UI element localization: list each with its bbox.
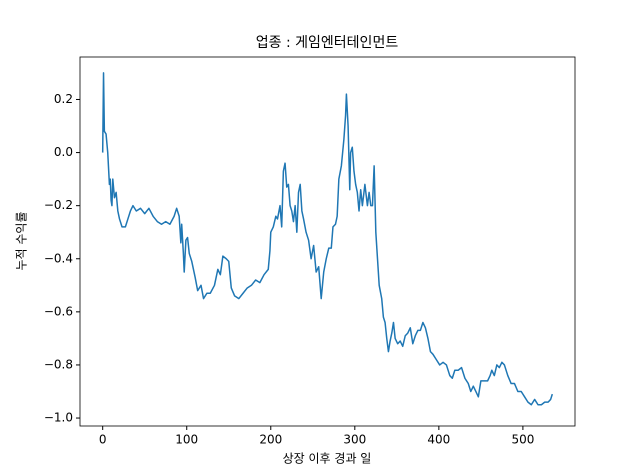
plot-frame xyxy=(79,56,576,427)
x-tick-label: 400 xyxy=(427,433,450,447)
y-tick-label: −0.2 xyxy=(44,198,73,212)
x-tick-label: 0 xyxy=(99,433,107,447)
y-tick-label: −1.0 xyxy=(44,411,73,425)
chart-title: 업종 : 게임엔터테인먼트 xyxy=(256,35,399,51)
x-tick-label: 200 xyxy=(259,433,282,447)
x-tick-label: 300 xyxy=(343,433,366,447)
x-tick-label: 100 xyxy=(175,433,198,447)
y-tick-label: −0.8 xyxy=(44,357,73,371)
y-tick-label: 0.2 xyxy=(54,92,73,106)
x-axis-label: 상장 이후 경과 일 xyxy=(283,452,372,466)
y-tick-label: −0.4 xyxy=(44,251,73,265)
line-series xyxy=(101,72,554,406)
y-tick-label: −0.6 xyxy=(44,304,73,318)
y-tick-label: 0.0 xyxy=(54,145,73,159)
y-axis-label: 누적 수익률 xyxy=(15,211,29,270)
x-tick-label: 500 xyxy=(511,433,534,447)
